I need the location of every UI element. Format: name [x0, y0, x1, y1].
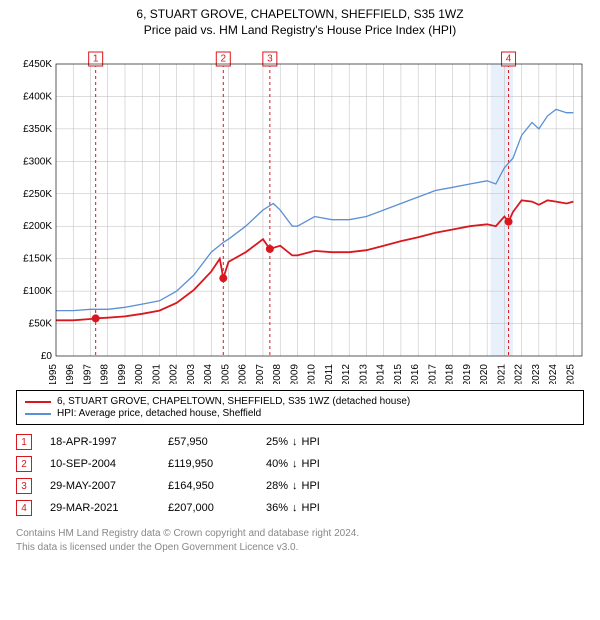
- x-tick-label: 1999: [117, 364, 128, 384]
- x-tick-label: 2000: [134, 364, 145, 384]
- event-date: 18-APR-1997: [50, 436, 150, 448]
- title-line1: 6, STUART GROVE, CHAPELTOWN, SHEFFIELD, …: [0, 6, 600, 22]
- y-tick-label: £450K: [23, 59, 52, 70]
- legend-row: HPI: Average price, detached house, Shef…: [25, 408, 575, 419]
- event-number-badge: 1: [16, 434, 32, 450]
- event-row: 2 10-SEP-2004 £119,950 40% ↓ HPI: [16, 453, 584, 475]
- event-date: 29-MAR-2021: [50, 502, 150, 514]
- event-diff-suffix: HPI: [302, 458, 320, 470]
- x-tick-label: 2021: [496, 364, 507, 384]
- event-diff-pct: 25%: [266, 436, 288, 448]
- event-diff-suffix: HPI: [302, 436, 320, 448]
- x-tick-label: 2011: [324, 364, 335, 384]
- event-diff: 28% ↓ HPI: [266, 480, 320, 492]
- legend-swatch: [25, 401, 51, 403]
- footer-attribution: Contains HM Land Registry data © Crown c…: [16, 527, 584, 554]
- event-diff-pct: 40%: [266, 458, 288, 470]
- event-price: £164,950: [168, 480, 248, 492]
- event-list: 1 18-APR-1997 £57,950 25% ↓ HPI 2 10-SEP-2004 £1…: [16, 431, 584, 519]
- y-tick-label: £200K: [23, 222, 52, 233]
- event-diff-suffix: HPI: [302, 502, 320, 514]
- arrow-down-icon: ↓: [292, 502, 298, 514]
- arrow-down-icon: ↓: [292, 458, 298, 470]
- x-tick-label: 2001: [151, 364, 162, 384]
- legend-row: 6, STUART GROVE, CHAPELTOWN, SHEFFIELD, …: [25, 396, 575, 407]
- title-line2: Price paid vs. HM Land Registry's House …: [0, 22, 600, 38]
- event-diff: 40% ↓ HPI: [266, 458, 320, 470]
- x-tick-label: 1998: [100, 364, 111, 384]
- x-tick-label: 1997: [82, 364, 93, 384]
- event-marker-number: 3: [267, 54, 273, 65]
- event-marker-number: 4: [506, 54, 512, 65]
- event-diff: 36% ↓ HPI: [266, 502, 320, 514]
- price-chart: £0 £50K £100K £150K £200K £250K £300K £350K £400…: [10, 44, 590, 384]
- x-tick-label: 2018: [445, 364, 456, 384]
- event-number-badge: 2: [16, 456, 32, 472]
- event-price: £119,950: [168, 458, 248, 470]
- x-tick-label: 2024: [548, 364, 559, 384]
- event-diff-suffix: HPI: [302, 480, 320, 492]
- x-tick-label: 2013: [358, 364, 369, 384]
- x-tick-label: 2014: [376, 364, 387, 384]
- event-date: 10-SEP-2004: [50, 458, 150, 470]
- x-tick-label: 2025: [565, 364, 576, 384]
- x-tick-label: 2012: [341, 364, 352, 384]
- x-tick-label: 2010: [307, 364, 318, 384]
- x-tick-label: 2019: [462, 364, 473, 384]
- legend-swatch: [25, 413, 51, 415]
- y-tick-label: £400K: [23, 92, 52, 103]
- event-number-badge: 3: [16, 478, 32, 494]
- x-tick-label: 2022: [514, 364, 525, 384]
- event-price: £207,000: [168, 502, 248, 514]
- x-tick-label: 2002: [169, 364, 180, 384]
- event-diff-pct: 36%: [266, 502, 288, 514]
- event-diff: 25% ↓ HPI: [266, 436, 320, 448]
- event-number-badge: 4: [16, 500, 32, 516]
- y-tick-label: £300K: [23, 157, 52, 168]
- y-tick-label: £350K: [23, 124, 52, 135]
- arrow-down-icon: ↓: [292, 436, 298, 448]
- legend: 6, STUART GROVE, CHAPELTOWN, SHEFFIELD, …: [16, 390, 584, 425]
- y-tick-label: £150K: [23, 254, 52, 265]
- shaded-period: [491, 64, 513, 356]
- footer-line2: This data is licensed under the Open Gov…: [16, 541, 584, 555]
- event-price: £57,950: [168, 436, 248, 448]
- event-row: 1 18-APR-1997 £57,950 25% ↓ HPI: [16, 431, 584, 453]
- x-tick-label: 2020: [479, 364, 490, 384]
- x-tick-label: 2008: [272, 364, 283, 384]
- x-tick-label: 2004: [203, 364, 214, 384]
- chart-title: 6, STUART GROVE, CHAPELTOWN, SHEFFIELD, …: [0, 0, 600, 38]
- chart-svg: £0 £50K £100K £150K £200K £250K £300K £350K £400…: [10, 44, 590, 384]
- event-marker-number: 1: [93, 54, 99, 65]
- x-tick-label: 2016: [410, 364, 421, 384]
- event-date: 29-MAY-2007: [50, 480, 150, 492]
- x-tick-label: 2003: [186, 364, 197, 384]
- event-row: 4 29-MAR-2021 £207,000 36% ↓ HPI: [16, 497, 584, 519]
- arrow-down-icon: ↓: [292, 480, 298, 492]
- event-row: 3 29-MAY-2007 £164,950 28% ↓ HPI: [16, 475, 584, 497]
- x-tick-label: 2023: [531, 364, 542, 384]
- event-diff-pct: 28%: [266, 480, 288, 492]
- legend-label: 6, STUART GROVE, CHAPELTOWN, SHEFFIELD, …: [57, 396, 410, 407]
- x-tick-label: 2006: [238, 364, 249, 384]
- y-tick-label: £0: [41, 351, 53, 362]
- y-tick-label: £100K: [23, 286, 52, 297]
- x-tick-label: 2015: [393, 364, 404, 384]
- y-tick-label: £250K: [23, 189, 52, 200]
- x-tick-label: 2007: [255, 364, 266, 384]
- x-tick-label: 2017: [427, 364, 438, 384]
- x-tick-label: 1995: [48, 364, 59, 384]
- x-tick-label: 1996: [65, 364, 76, 384]
- x-tick-label: 2009: [289, 364, 300, 384]
- x-tick-label: 2005: [220, 364, 231, 384]
- footer-line1: Contains HM Land Registry data © Crown c…: [16, 527, 584, 541]
- event-marker-number: 2: [221, 54, 227, 65]
- y-tick-label: £50K: [29, 319, 53, 330]
- legend-label: HPI: Average price, detached house, Shef…: [57, 408, 261, 419]
